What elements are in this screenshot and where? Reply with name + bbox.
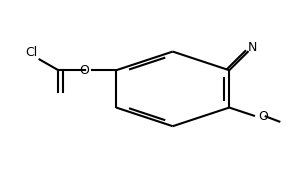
Text: Cl: Cl [25,46,37,59]
Text: O: O [80,64,89,77]
Text: O: O [258,110,268,123]
Text: N: N [248,41,257,54]
